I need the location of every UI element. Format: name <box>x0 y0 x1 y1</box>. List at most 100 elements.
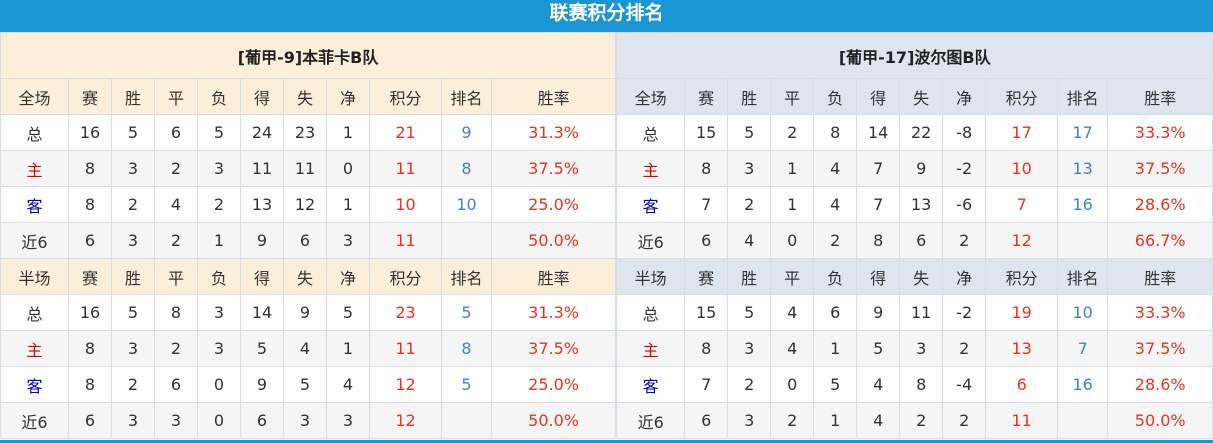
stat-cell: 11 <box>369 222 442 259</box>
stat-cell: 5 <box>326 294 370 331</box>
stat-cell: 0 <box>770 366 815 403</box>
stat-cell: 6 <box>68 402 112 439</box>
stat-cell: 17 <box>985 114 1059 151</box>
stat-cell: 15 <box>684 114 729 151</box>
stat-cell: 16 <box>1057 366 1109 403</box>
column-header: 半场 <box>0 258 69 295</box>
stat-cell: 28.6% <box>1107 186 1213 223</box>
stat-cell: 6 <box>899 222 944 259</box>
row-label: 客 <box>0 366 69 403</box>
stat-cell: 6 <box>283 222 327 259</box>
stat-cell: 7 <box>985 186 1059 223</box>
stat-cell: 2 <box>111 186 155 223</box>
stat-cell: 8 <box>441 330 492 367</box>
away-team-table: [葡甲-17]波尔图B队 全场赛胜平负得失净积分 排名 胜率总 15 5 2 8 14 22 -8 1… <box>616 32 1213 439</box>
stat-cell: 5 <box>111 294 155 331</box>
stat-cell: 3 <box>111 150 155 187</box>
column-header: 积分 <box>985 258 1059 295</box>
row-label: 近6 <box>0 402 69 439</box>
table-row: 主 8 3 2 3 5 4 1 11 8 37.5% <box>0 330 617 367</box>
column-header: 排名 <box>441 258 492 295</box>
stat-cell: 3 <box>111 330 155 367</box>
row-label: 主 <box>616 330 686 367</box>
stat-cell: 2 <box>942 222 987 259</box>
stat-cell: -6 <box>942 186 987 223</box>
stat-cell: 2 <box>942 402 987 439</box>
column-header: 胜率 <box>1107 78 1213 115</box>
stat-cell: 50.0% <box>490 402 617 439</box>
stat-cell: 12 <box>283 186 327 223</box>
stat-cell: 16 <box>68 294 112 331</box>
stat-cell: 2 <box>942 330 987 367</box>
row-label: 近6 <box>616 402 686 439</box>
stat-cell: 2 <box>197 186 241 223</box>
stat-cell: 3 <box>111 222 155 259</box>
row-label: 总 <box>616 114 686 151</box>
stat-cell: 9 <box>899 150 944 187</box>
stat-cell: 2 <box>813 222 858 259</box>
stat-cell: 1 <box>770 150 815 187</box>
stat-cell: 50.0% <box>1107 402 1213 439</box>
widget-title: 联赛积分排名 <box>0 0 1213 32</box>
stat-cell: 6 <box>813 294 858 331</box>
stat-cell: 6 <box>154 366 198 403</box>
stat-cell: 3 <box>197 330 241 367</box>
stat-cell: 23 <box>283 114 327 151</box>
stat-cell: 8 <box>154 294 198 331</box>
table-row: 总 16 5 8 3 14 9 5 23 5 31.3% <box>0 294 617 331</box>
stat-cell: 0 <box>326 150 370 187</box>
stat-cell: 2 <box>770 402 815 439</box>
stat-cell: 25.0% <box>490 186 617 223</box>
stat-cell: 9 <box>240 222 284 259</box>
stat-cell: 6 <box>985 366 1059 403</box>
column-header: 失 <box>899 78 944 115</box>
table-row: 近6 6 3 3 0 6 3 3 12 50.0% <box>0 402 617 439</box>
column-header: 全场 <box>616 78 686 115</box>
stat-cell: 66.7% <box>1107 222 1213 259</box>
row-label: 主 <box>0 150 69 187</box>
stat-cell: 5 <box>441 366 492 403</box>
stat-cell: 8 <box>899 366 944 403</box>
stat-cell: 3 <box>899 330 944 367</box>
stat-cell: 5 <box>283 366 327 403</box>
stat-cell: 2 <box>111 366 155 403</box>
column-header: 积分 <box>985 78 1059 115</box>
stat-cell: 5 <box>856 330 901 367</box>
stat-cell: 9 <box>283 294 327 331</box>
stat-cell: 8 <box>68 186 112 223</box>
stat-cell: 31.3% <box>490 114 617 151</box>
stat-cell: 14 <box>240 294 284 331</box>
column-header: 赛 <box>68 78 112 115</box>
stat-cell: 8 <box>68 330 112 367</box>
stat-cell <box>1057 222 1109 259</box>
stat-cell: 4 <box>770 330 815 367</box>
stat-cell: 9 <box>240 366 284 403</box>
table-row: 总 15 5 4 6 9 11 -2 19 10 33.3% <box>616 294 1213 331</box>
stat-cell: 5 <box>727 114 772 151</box>
stat-cell: 13 <box>899 186 944 223</box>
stat-cell: 6 <box>240 402 284 439</box>
row-label: 客 <box>616 366 686 403</box>
stat-cell: 17 <box>1057 114 1109 151</box>
stat-cell: 1 <box>813 402 858 439</box>
stat-cell: 8 <box>68 150 112 187</box>
stat-cell: 0 <box>197 366 241 403</box>
stat-cell: 6 <box>684 222 729 259</box>
stat-cell: 11 <box>283 150 327 187</box>
table-row: 客 7 2 0 5 4 8 -4 6 16 28.6% <box>616 366 1213 403</box>
column-header: 负 <box>813 258 858 295</box>
stat-cell: 12 <box>985 222 1059 259</box>
stat-cell: 4 <box>154 186 198 223</box>
stat-cell: -2 <box>942 150 987 187</box>
stat-cell: 13 <box>985 330 1059 367</box>
bottom-border <box>0 440 1213 443</box>
column-header: 赛 <box>68 258 112 295</box>
stat-cell: 11 <box>240 150 284 187</box>
stat-cell: 11 <box>985 402 1059 439</box>
column-header: 排名 <box>441 78 492 115</box>
stat-cell: 8 <box>684 330 729 367</box>
stat-cell: 8 <box>813 114 858 151</box>
stat-cell: 25.0% <box>490 366 617 403</box>
stat-cell: -4 <box>942 366 987 403</box>
column-header: 平 <box>770 78 815 115</box>
